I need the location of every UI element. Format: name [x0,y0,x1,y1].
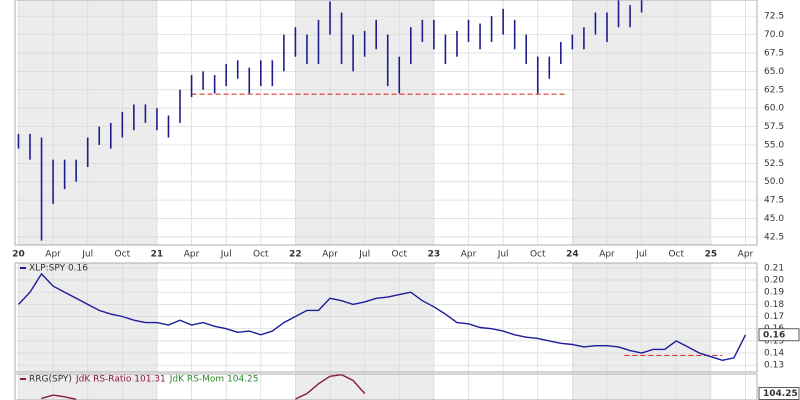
x-tick-label: Apr [738,250,754,260]
x-tick-label: 21 [151,250,164,260]
data-line [41,374,366,400]
y-tick-label: 62.5 [764,85,784,95]
annotation: JdK RS-Mom 104.25 [169,375,259,385]
y-tick-label: 50.0 [764,177,784,187]
plot-data [17,0,643,241]
panel: 0.13 0.14 0.150.16 0.17 0.18 0.19 0.20 0.21 XLP:… [14,262,800,373]
x-tick-label: Apr [599,250,615,260]
y-tick-label: 65.0 [764,67,784,77]
x-tick-label: Oct [253,250,269,260]
y-tick-label: 0.20 [764,276,784,286]
x-tick-label: Jul [81,250,93,260]
x-tick-label: Apr [45,250,61,260]
panel-border [14,0,758,246]
x-tick-label: 20 [12,250,25,260]
data-line [17,272,747,362]
x-tick-label: 25 [705,250,718,260]
x-tick-label: Apr [461,250,477,260]
y-tick-label: 47.5 [764,196,784,206]
last-value-label: 104.25 [763,389,798,399]
x-tick-label: Oct [530,250,546,260]
x-tick-label: 22 [289,250,302,260]
plot-data [17,272,747,362]
x-tick-label: Jul [635,250,647,260]
y-tick-label: 52.5 [764,159,784,169]
y-tick-label: 67.5 [764,48,784,58]
y-tick-label: 0.19 [764,288,784,298]
panel-border [14,262,758,373]
panel-title: XLP:SPY 0.16 [29,264,88,274]
y-tick-label: 45.0 [764,214,784,224]
plot-data [41,374,366,400]
y-tick-label: 72.5 [764,12,784,22]
x-tick-label: Jul [358,250,370,260]
y-tick-label: 60.0 [764,104,784,114]
y-tick-label: 0.14 [764,349,784,359]
panel-title: RRG(SPY) [29,375,72,385]
last-value-label: 0.16 [763,330,785,340]
panel: RRG(SPY) JdK RS-Ratio 101.31 JdK RS-Mom 10… [14,373,800,400]
x-tick-label: Apr [184,250,200,260]
x-tick-label: Oct [115,250,131,260]
y-tick-label: 0.15 [764,336,784,346]
y-tick-label: 0.18 [764,300,784,310]
y-tick-label: 55.0 [764,140,784,150]
x-tick-label: 24 [566,250,579,260]
x-tick-label: Jul [220,250,232,260]
last-value-box [758,328,800,342]
y-tick-label: 42.5 [764,232,784,242]
x-tick-label: Apr [322,250,338,260]
x-tick-label: Jul [497,250,509,260]
panel-border [14,373,758,400]
y-tick-label: 57.5 [764,122,784,132]
panel: 42.5 45.0 47.5 50.0 52.5 55.0 57.5 60.0 62.5 65.0… [12,0,784,260]
y-tick-label: 70.0 [764,30,784,40]
x-tick-label: Oct [391,250,407,260]
legend-entry: JdK RS-Ratio 101.31 [75,375,166,385]
y-tick-label: 0.13 [764,361,784,371]
y-tick-label: 0.21 [764,263,784,273]
x-tick-label: 23 [428,250,441,260]
x-tick-label: Oct [668,250,684,260]
y-tick-label: 0.17 [764,312,784,322]
